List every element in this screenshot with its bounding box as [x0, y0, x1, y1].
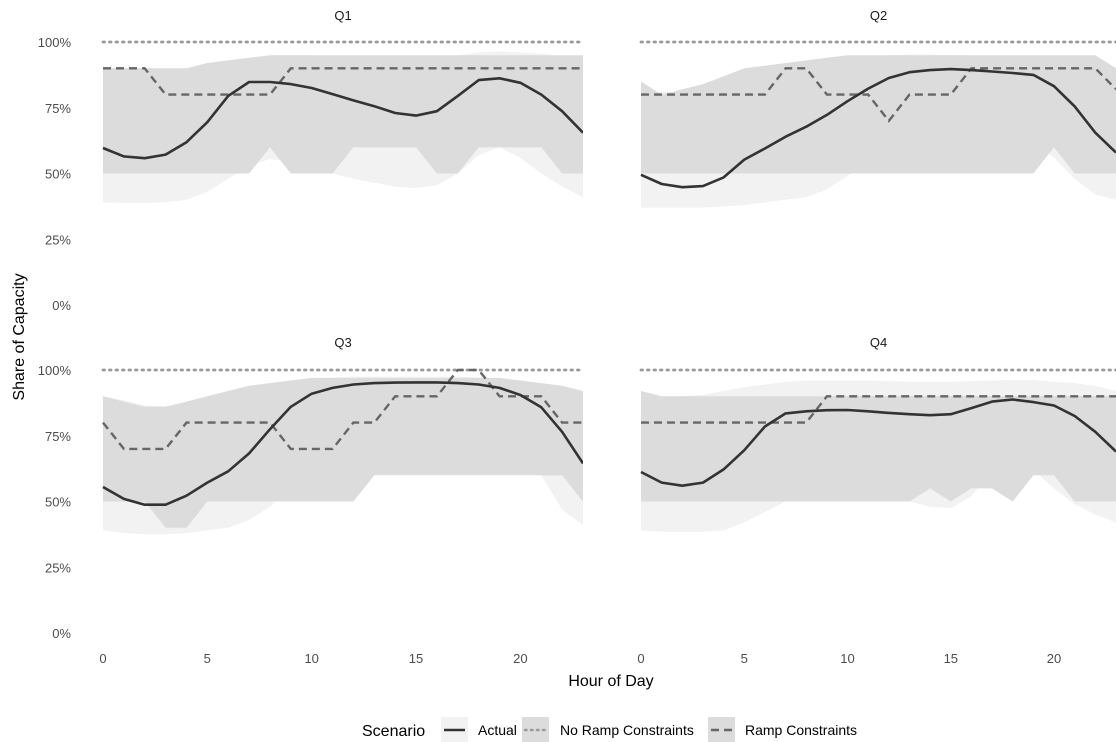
- x-tick-label: 5: [204, 651, 211, 666]
- legend-key-no-ramp: [522, 717, 549, 742]
- panel-body: [639, 368, 1116, 532]
- range-band-inner: [103, 377, 583, 528]
- panel-q4: Q4 0 5 10 15 20: [637, 335, 1116, 666]
- series-line-actual: [102, 381, 583, 506]
- y-tick-label: 0%: [52, 626, 71, 641]
- legend: Scenario Actual No Ramp Constraints Ramp…: [362, 717, 857, 742]
- series-line-actual: [102, 77, 583, 160]
- y-axis-title: Share of Capacity: [11, 273, 28, 400]
- y-tick-label: 75%: [45, 101, 71, 116]
- y-tick-label: 50%: [45, 495, 71, 510]
- panel-q2: Q2: [639, 8, 1116, 208]
- x-tick-label: 10: [304, 651, 318, 666]
- x-tick-label: 20: [1047, 651, 1061, 666]
- series-line-ramp: [641, 395, 1116, 424]
- x-tick-label: 15: [409, 651, 423, 666]
- facet-label-q2: Q2: [870, 8, 887, 23]
- y-tick-label: 100%: [38, 35, 72, 50]
- legend-key-actual: [441, 717, 468, 742]
- series-line-actual: [640, 398, 1116, 487]
- panel-q3: Q3 0% 25% 50% 75% 100% 0 5 10 15 20: [38, 335, 583, 666]
- x-tick-label: 5: [741, 651, 748, 666]
- x-tick-label: 20: [513, 651, 527, 666]
- y-tick-label: 75%: [45, 429, 71, 444]
- range-band-inner: [641, 55, 1116, 174]
- panel-body: [101, 40, 583, 204]
- facet-label-q1: Q1: [334, 8, 351, 23]
- legend-title: Scenario: [362, 723, 425, 740]
- panel-body: [101, 368, 583, 535]
- range-band-inner: [641, 391, 1116, 502]
- panel-q1: Q1 0% 25% 50% 75% 100%: [38, 8, 583, 313]
- series-line-ramp: [102, 368, 583, 451]
- series-line-ramp: [641, 67, 1116, 123]
- facet-label-q4: Q4: [870, 335, 887, 350]
- x-tick-label: 0: [99, 651, 106, 666]
- x-tick-label: 0: [637, 651, 644, 666]
- range-band-inner: [103, 55, 583, 174]
- x-tick-label: 15: [944, 651, 958, 666]
- series-line-ramp: [103, 67, 583, 96]
- legend-label-actual: Actual: [478, 722, 517, 738]
- series-line-actual: [640, 67, 1116, 189]
- legend-label-no-ramp: No Ramp Constraints: [560, 722, 694, 738]
- panel-body: [639, 40, 1116, 208]
- x-axis-title: Hour of Day: [568, 673, 653, 690]
- facet-label-q3: Q3: [334, 335, 351, 350]
- legend-key-ramp: [708, 717, 735, 742]
- y-tick-label: 50%: [45, 167, 71, 182]
- y-tick-label: 0%: [52, 298, 71, 313]
- legend-label-ramp: Ramp Constraints: [745, 722, 857, 738]
- x-tick-label: 10: [840, 651, 854, 666]
- y-tick-label: 100%: [38, 363, 72, 378]
- y-tick-label: 25%: [45, 232, 71, 247]
- y-tick-label: 25%: [45, 560, 71, 575]
